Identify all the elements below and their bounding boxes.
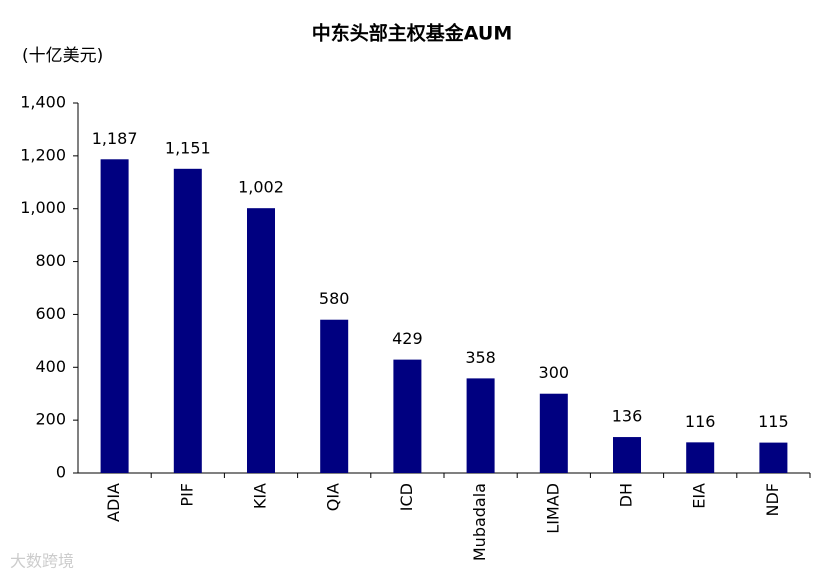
x-tick-label: QIA [324,483,343,511]
x-tick-label: ADIA [104,483,123,522]
value-label: 358 [465,348,496,367]
x-tick-label: EIA [690,483,709,509]
x-tick-label: NDF [763,483,782,517]
value-label: 1,151 [165,138,211,157]
bar [393,359,422,473]
y-tick-label: 1,200 [20,145,66,164]
y-tick-label: 1,400 [20,93,66,112]
value-label: 580 [319,289,350,308]
value-label: 115 [758,412,789,431]
y-tick-label: 400 [35,357,66,376]
bar [539,393,568,473]
x-tick-label: PIF [177,483,196,507]
value-label: 136 [612,407,643,426]
chart-title: 中东头部主权基金AUM [312,22,512,45]
value-label: 300 [539,363,570,382]
x-tick-label: KIA [251,483,270,509]
bar [320,319,349,473]
bar [686,442,715,473]
value-label: 429 [392,329,423,348]
value-label: 1,187 [92,129,138,148]
x-tick-label: LIMAD [543,483,562,534]
y-tick-label: 200 [35,410,66,429]
value-label: 116 [685,412,716,431]
bar [173,168,202,474]
x-tick-label: DH [617,483,636,507]
bar [100,159,129,474]
y-axis-label: (十亿美元) [22,46,103,66]
y-tick-label: 800 [35,251,66,270]
bar [247,208,275,473]
value-label: 1,002 [238,178,284,197]
x-tick-label: ICD [397,483,416,511]
x-tick-label: Mubadala [470,483,489,561]
watermark: 大数跨境 [10,552,74,571]
bar [613,437,641,473]
y-tick-label: 600 [35,304,66,323]
y-tick-label: 0 [56,463,66,482]
y-tick-label: 1,000 [20,198,66,217]
bar [759,442,788,473]
bar [466,378,495,473]
